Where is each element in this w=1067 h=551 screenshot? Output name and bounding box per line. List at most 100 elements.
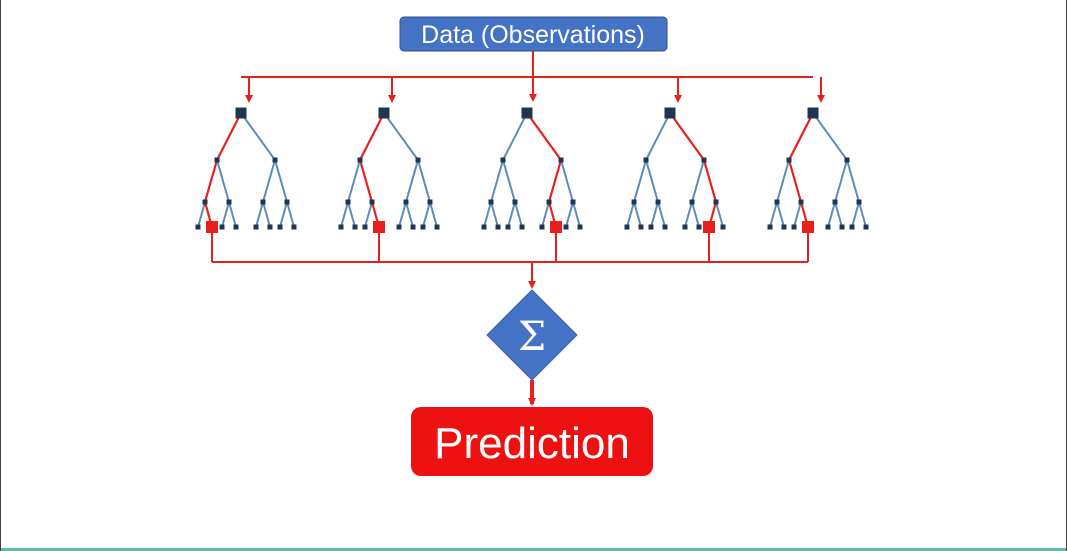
bottom-accent-line — [1, 548, 1066, 551]
tree-node — [226, 199, 232, 205]
tree-node — [500, 157, 506, 163]
tree-edge — [502, 112, 528, 161]
tree-node — [512, 199, 518, 205]
tree-leaf-selected — [373, 221, 385, 233]
tree-node — [233, 224, 239, 230]
tree-node — [277, 224, 283, 230]
tree-node — [798, 199, 804, 205]
tree-node — [434, 224, 440, 230]
tree-edge — [221, 201, 230, 228]
tree-edge — [405, 159, 419, 203]
tree-edge — [502, 159, 516, 203]
tree-edge-highlight — [358, 159, 374, 203]
tree-edge — [776, 201, 785, 228]
tree-edge — [626, 201, 635, 228]
tree-edge — [405, 201, 414, 228]
tree-node — [624, 224, 630, 230]
tree-edge — [262, 201, 271, 228]
tree-edge — [255, 201, 264, 228]
tree-edge-highlight — [547, 159, 563, 203]
tree-node — [539, 224, 545, 230]
tree-4 — [624, 107, 726, 233]
tree-leaf-selected — [550, 221, 562, 233]
tree-root-node — [521, 107, 533, 119]
prediction-label: Prediction — [434, 419, 630, 468]
tree-edge-highlight — [702, 159, 718, 203]
tree-root-node — [378, 107, 390, 119]
tree-edge — [417, 159, 431, 203]
tree-node — [558, 157, 564, 163]
tree-edge — [490, 159, 504, 203]
tree-node — [415, 157, 421, 163]
tree-node — [570, 199, 576, 205]
tree-node — [643, 157, 649, 163]
tree-edge — [793, 201, 802, 228]
tree-edge — [398, 201, 407, 228]
tree-edge — [364, 201, 373, 228]
tree-node — [832, 199, 838, 205]
tree-node — [713, 199, 719, 205]
tree-edge-highlight — [216, 112, 242, 161]
tree-node — [338, 224, 344, 230]
tree-node — [481, 224, 487, 230]
tree-edge — [691, 159, 705, 203]
tree-edge — [846, 159, 860, 203]
prediction-box: Prediction — [411, 407, 653, 476]
tree-node — [767, 224, 773, 230]
tree-edge — [274, 159, 288, 203]
tree-edge — [262, 159, 276, 203]
tree-edge — [776, 159, 790, 203]
tree-edge — [572, 201, 581, 228]
tree-root-node — [807, 107, 819, 119]
data-observations-box: Data (Observations) — [399, 16, 668, 52]
tree-node — [357, 157, 363, 163]
tree-edge — [834, 159, 848, 203]
tree-node — [291, 224, 297, 230]
tree-node — [420, 224, 426, 230]
tree-node — [362, 224, 368, 230]
tree-edge — [657, 201, 666, 228]
tree-edge — [197, 201, 206, 228]
tree-edge — [633, 201, 642, 228]
tree-node — [774, 199, 780, 205]
tree-node — [505, 224, 511, 230]
tree-edge — [240, 112, 276, 161]
tree-edge — [216, 159, 230, 203]
tree-edge — [684, 201, 693, 228]
tree-node — [781, 224, 787, 230]
tree-node — [267, 224, 273, 230]
tree-node — [563, 224, 569, 230]
tree-edge — [286, 201, 295, 228]
tree-edge — [633, 159, 647, 203]
tree-node — [662, 224, 668, 230]
tree-edge — [228, 201, 237, 228]
tree-edge — [851, 201, 860, 228]
tree-node — [791, 224, 797, 230]
tree-edge — [507, 201, 516, 228]
tree-node — [825, 224, 831, 230]
tree-edge — [347, 201, 356, 228]
tree-node — [202, 199, 208, 205]
tree-edge-highlight — [526, 112, 562, 161]
tree-edge — [514, 201, 523, 228]
tree-5 — [767, 107, 869, 233]
tree-node — [844, 157, 850, 163]
tree-node — [701, 157, 707, 163]
tree-node — [689, 199, 695, 205]
tree-node — [577, 224, 583, 230]
tree-node — [546, 199, 552, 205]
tree-node — [638, 224, 644, 230]
sigma-icon: Σ — [518, 314, 546, 360]
tree-edge — [645, 159, 659, 203]
tree-root-node — [235, 107, 247, 119]
tree-edge — [429, 201, 438, 228]
tree-edge — [812, 112, 848, 161]
tree-node — [655, 199, 661, 205]
tree-node — [403, 199, 409, 205]
tree-edge — [347, 159, 361, 203]
tree-node — [488, 199, 494, 205]
tree-edge — [279, 201, 288, 228]
tree-node — [272, 157, 278, 163]
tree-edge-highlight — [359, 112, 385, 161]
